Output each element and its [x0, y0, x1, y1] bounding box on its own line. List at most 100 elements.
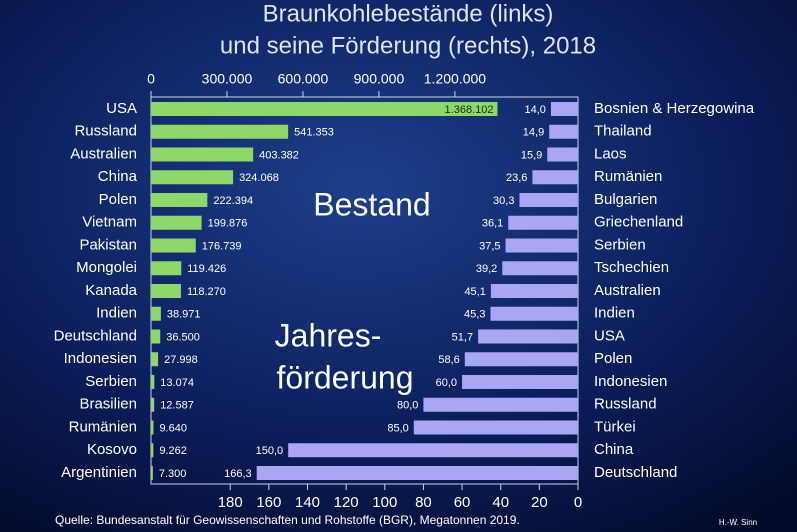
value-label: 15,9 — [521, 149, 542, 161]
bar — [490, 306, 578, 321]
category-label: Bulgarien — [594, 191, 657, 208]
value-label: 324.068 — [239, 172, 279, 184]
bar — [519, 193, 578, 207]
source-note: Quelle: Bundesanstalt für Geowissenschaf… — [55, 513, 520, 527]
x-tick-label: 600.000 — [278, 71, 329, 87]
category-label: Polen — [99, 191, 137, 208]
bar — [151, 284, 181, 298]
value-label: 38.971 — [167, 309, 201, 321]
value-label: 85,0 — [387, 422, 408, 434]
bar — [151, 306, 161, 321]
category-label: Deutschland — [594, 464, 677, 481]
bar — [423, 397, 578, 412]
chart-title: und seine Förderung (rechts), 2018 — [220, 32, 596, 59]
value-label: 51,7 — [452, 331, 473, 343]
x-tick-label: 0 — [147, 71, 155, 87]
value-label: 222.394 — [213, 195, 253, 207]
value-label: 166,3 — [224, 468, 252, 480]
value-label: 60,0 — [436, 377, 457, 389]
category-label: Russland — [594, 396, 657, 413]
value-label: 12.587 — [160, 400, 194, 412]
value-label: 36.500 — [166, 331, 200, 343]
value-label: 541.353 — [294, 127, 334, 139]
category-label: Kosovo — [87, 441, 137, 458]
category-label: China — [98, 168, 138, 185]
value-label: 403.382 — [259, 149, 299, 161]
value-label: 58,6 — [438, 354, 459, 366]
category-label: China — [594, 441, 634, 458]
bar — [462, 375, 578, 389]
bar — [151, 443, 154, 458]
category-label: Indien — [594, 305, 635, 322]
bar — [478, 329, 578, 344]
value-label: 7.300 — [159, 468, 187, 480]
value-label: 1.368.102 — [445, 104, 494, 116]
category-label: Türkei — [594, 418, 636, 435]
category-label: Serbien — [85, 373, 137, 390]
bar — [505, 238, 578, 253]
value-label: 36,1 — [482, 218, 503, 230]
category-label: Bosnien & Herzegowina — [594, 100, 755, 117]
x-tick-label: 100 — [372, 494, 397, 511]
value-label: 27.998 — [164, 354, 198, 366]
bar — [413, 420, 578, 435]
value-label: 23,6 — [506, 172, 527, 184]
bar — [151, 170, 234, 185]
value-label: 150,0 — [256, 445, 284, 457]
value-label: 119.426 — [187, 263, 226, 275]
value-label: 14,0 — [525, 104, 546, 116]
x-tick-label: 180 — [218, 494, 243, 511]
category-label: Tschechien — [594, 259, 669, 276]
category-label: Rumänien — [69, 418, 137, 435]
annotation: Bestand — [313, 186, 430, 222]
value-label: 13.074 — [160, 377, 194, 389]
x-tick-label: 80 — [415, 494, 432, 511]
category-label: Thailand — [594, 123, 652, 140]
bar — [547, 147, 578, 162]
annotation: Jahres- — [275, 317, 382, 353]
category-label: Indien — [96, 305, 137, 322]
value-label: 9.640 — [159, 422, 187, 434]
bar — [490, 284, 578, 298]
bar — [549, 124, 578, 139]
x-tick-label: 0 — [574, 494, 582, 511]
category-label: Serbien — [594, 236, 646, 253]
category-label: Kanada — [85, 282, 137, 299]
value-label: 118.270 — [187, 286, 226, 298]
bar — [151, 124, 289, 139]
category-label: Indonesien — [594, 373, 667, 390]
bar — [151, 397, 155, 412]
category-label: Pakistan — [79, 236, 137, 253]
credit: H.-W. Sinn — [719, 518, 757, 527]
bar — [464, 352, 578, 367]
value-label: 14,9 — [523, 127, 544, 139]
category-label: Deutschland — [54, 327, 137, 344]
value-label: 199.876 — [208, 218, 248, 230]
value-label: 39,2 — [476, 263, 497, 275]
bar — [151, 215, 202, 230]
value-label: 45,1 — [464, 286, 485, 298]
category-label: Australien — [70, 145, 137, 162]
bar — [256, 466, 578, 480]
x-tick-label: 20 — [531, 494, 548, 511]
value-label: 176.739 — [202, 240, 242, 252]
chart-title: Braunkohlebestände (links) — [263, 0, 554, 27]
bar — [532, 170, 578, 185]
bar — [151, 466, 153, 480]
category-label: Laos — [594, 145, 627, 162]
x-tick-label: 300.000 — [202, 71, 253, 87]
category-label: USA — [106, 100, 137, 117]
category-label: Brasilien — [79, 396, 137, 413]
bar — [550, 102, 578, 116]
category-label: Australien — [594, 282, 661, 299]
bar — [508, 215, 578, 230]
category-label: USA — [594, 327, 625, 344]
bar — [151, 261, 182, 276]
x-tick-label: 40 — [492, 494, 509, 511]
x-tick-label: 120 — [334, 494, 359, 511]
bar — [151, 238, 196, 253]
bar — [151, 102, 498, 116]
value-label: 80,0 — [397, 400, 418, 412]
value-label: 45,3 — [464, 309, 485, 321]
bar — [151, 352, 159, 367]
